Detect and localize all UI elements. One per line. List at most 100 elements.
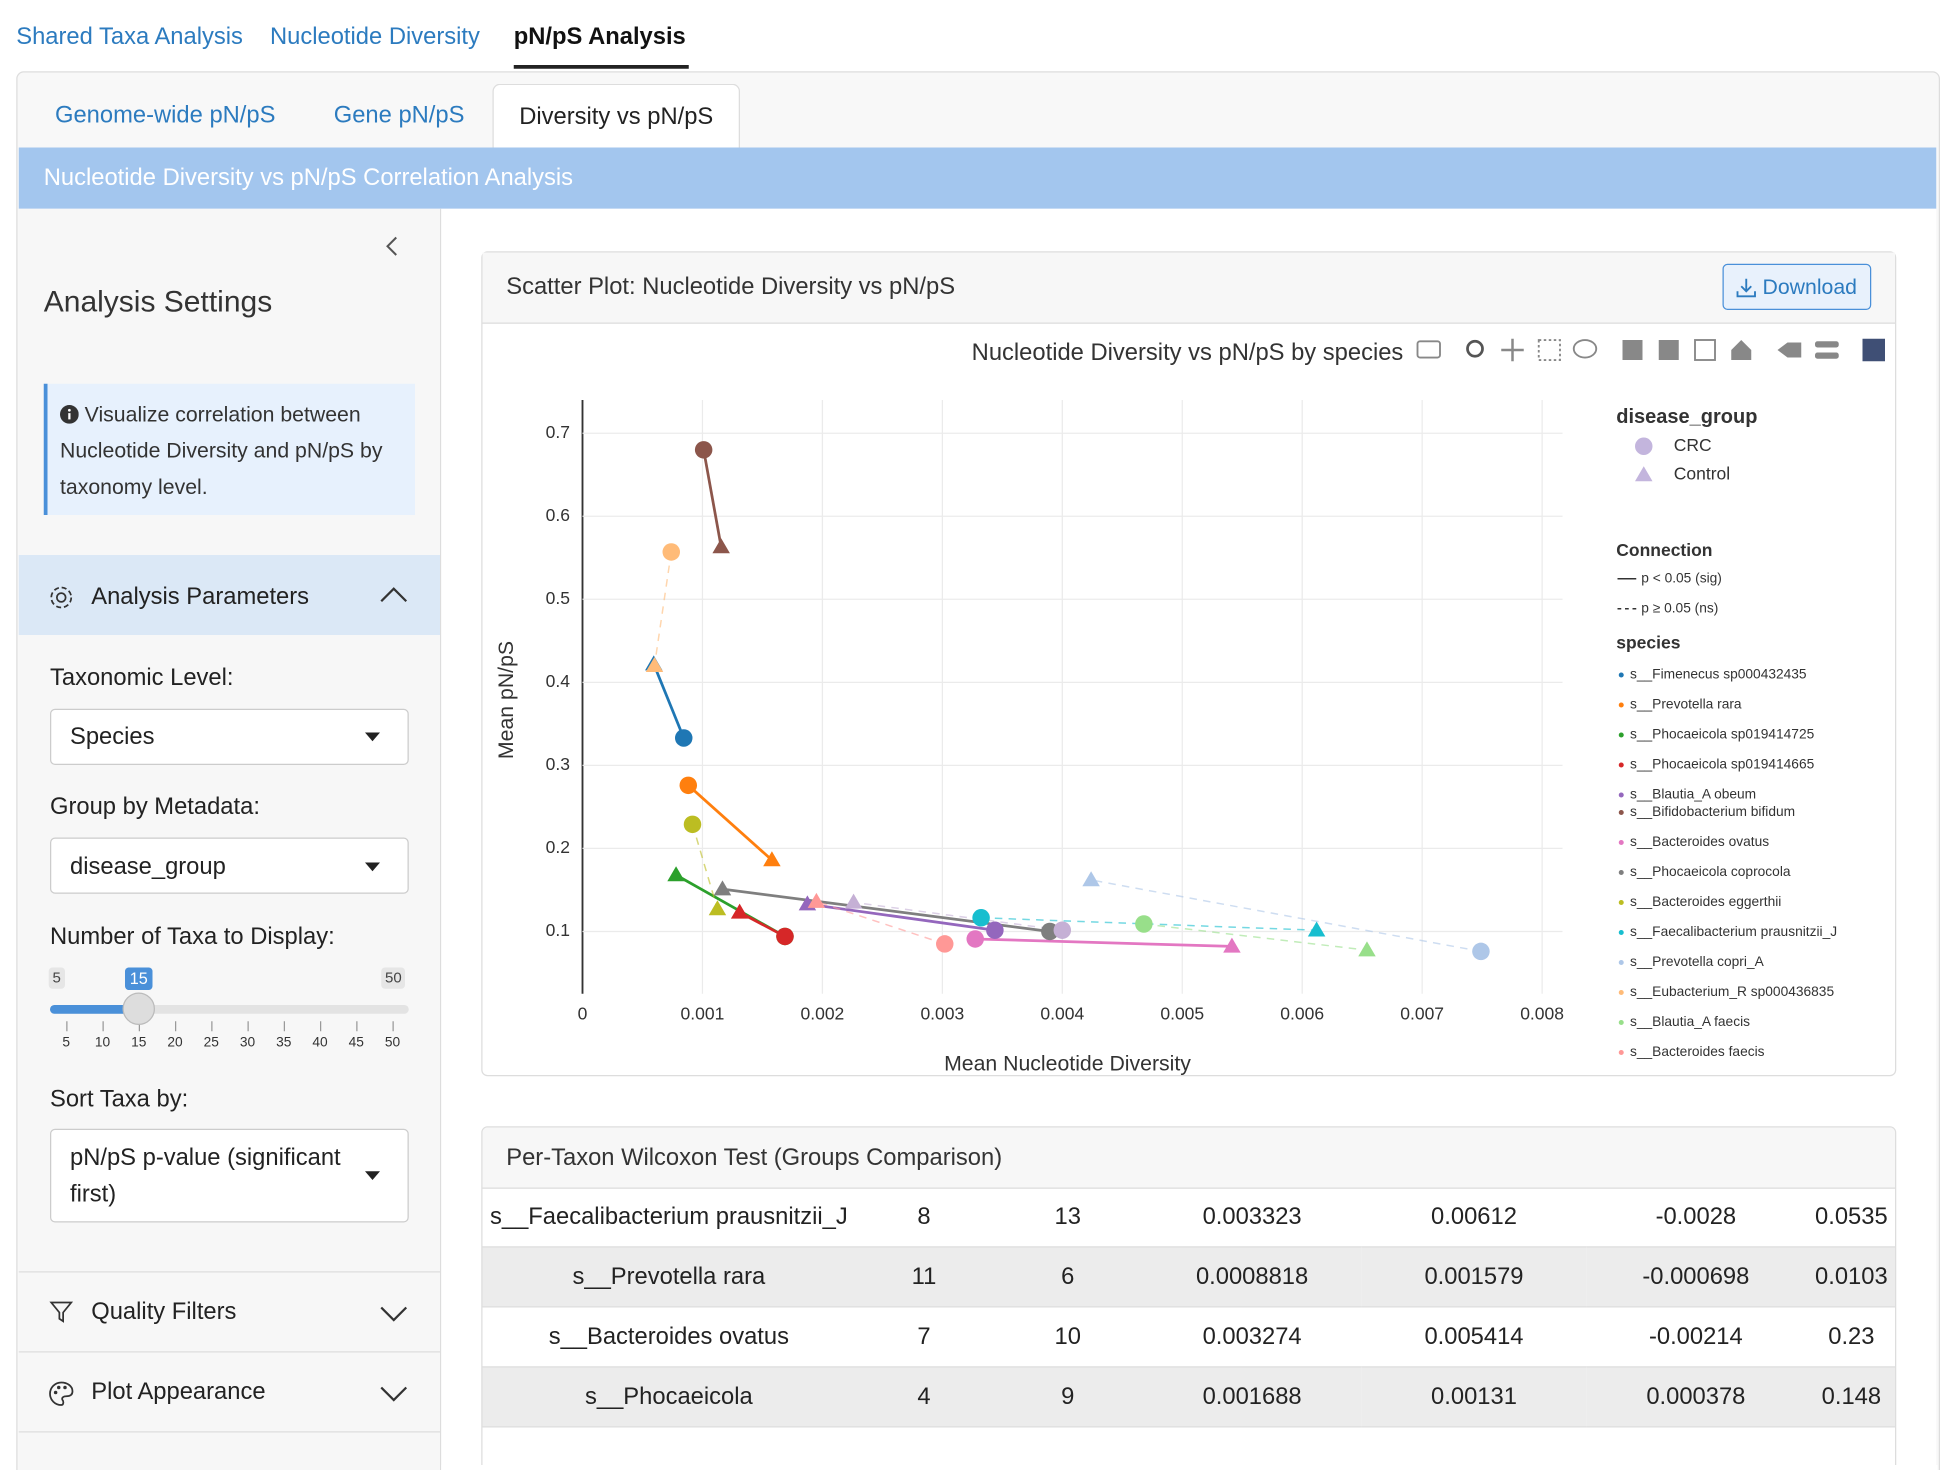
- legend-label: s__Bacteroides eggerthii: [1630, 894, 1781, 909]
- filter-icon: [49, 1301, 74, 1323]
- slider-tick-label: 20: [167, 1035, 183, 1050]
- legend-swatch: [1618, 990, 1624, 995]
- field-label: Group by Metadata:: [50, 793, 260, 820]
- zoom-icon[interactable]: [1466, 339, 1484, 358]
- legend-swatch: [1618, 900, 1624, 905]
- y-tick-label: 0.6: [546, 505, 570, 525]
- table-row: s__Faecalibacterium prausnitzii_J 8 13 0.00…: [482, 1188, 1895, 1247]
- legend-label: s__Bifidobacterium bifidum: [1630, 804, 1795, 819]
- select[interactable]: disease_group: [50, 837, 409, 894]
- slider-handle[interactable]: [122, 992, 155, 1025]
- legend-label: s__Bacteroides ovatus: [1630, 834, 1769, 849]
- value-cell: 11: [911, 1263, 937, 1290]
- field-label: Sort Taxa by:: [50, 1086, 189, 1113]
- value-cell: 0.003274: [1202, 1323, 1302, 1350]
- marker-control: [763, 851, 781, 867]
- gear-icon: [50, 586, 73, 609]
- slider-tick-label: 15: [131, 1035, 147, 1050]
- track: [50, 1005, 409, 1014]
- marker-control: [645, 656, 664, 672]
- subtab[interactable]: Gene pN/pS: [333, 102, 465, 129]
- tab-active[interactable]: pN/pS Analysis: [513, 23, 686, 50]
- zoom-in-icon[interactable]: [1622, 340, 1643, 360]
- sidebar-title: Analysis Settings: [43, 285, 273, 319]
- taxon-cell: s__Bacteroides ovatus: [548, 1323, 790, 1350]
- legend-title: disease_group: [1616, 406, 1757, 428]
- pan-icon[interactable]: [1501, 338, 1524, 362]
- legend-label: p < 0.05 (sig): [1641, 570, 1722, 585]
- marker-control: [1307, 921, 1326, 937]
- table-row: s__Prevotella rara 11 6 0.0008818 0.001579 -0…: [482, 1246, 1895, 1307]
- legend-label: s__Fimenecus sp000432435: [1630, 667, 1807, 682]
- hover-icon[interactable]: [1815, 352, 1839, 359]
- value-cell: 6: [1061, 1263, 1075, 1290]
- lasso-icon[interactable]: [1572, 339, 1598, 359]
- slider-value: 15: [125, 967, 153, 990]
- value-cell: 0.00612: [1431, 1203, 1517, 1230]
- section-header[interactable]: Plot Appearance: [18, 1351, 440, 1432]
- zoom-out-icon[interactable]: [1658, 340, 1679, 360]
- slider-tick: [138, 1021, 140, 1032]
- value-cell: 7: [917, 1323, 931, 1350]
- select[interactable]: pN/pS p-value (significant first): [50, 1128, 409, 1223]
- marker-crc: [662, 543, 681, 561]
- info-box: Visualize correlation between Nucleotide…: [43, 383, 415, 515]
- slider-tick: [175, 1021, 177, 1032]
- y-tick-label: 0.4: [546, 671, 571, 691]
- legend-label: s__Faecalibacterium prausnitzii_J: [1630, 924, 1837, 939]
- slider-tick-label: 40: [312, 1035, 328, 1050]
- legend-swatch: [1618, 792, 1624, 798]
- results-table: s__Faecalibacterium prausnitzii_J 8 13 0.00…: [482, 1188, 1895, 1428]
- subtab-active[interactable]: Diversity vs pN/pS: [492, 83, 740, 148]
- info-icon: [60, 405, 79, 424]
- legend-swatch: [1618, 1050, 1624, 1055]
- value-cell: -0.000698: [1642, 1263, 1750, 1290]
- plotly-logo[interactable]: [1862, 338, 1886, 362]
- chevron-up[interactable]: [379, 585, 409, 605]
- marker-control: [807, 892, 826, 908]
- y-axis-title: Mean pN/pS: [494, 641, 518, 759]
- viewport-edge: [441, 1465, 1938, 1470]
- plot-card: [481, 251, 1897, 1077]
- connection-line: [652, 663, 686, 739]
- value-cell: 0.0103: [1815, 1263, 1888, 1290]
- connection-line: [1143, 923, 1368, 951]
- x-tick-label: 0.003: [920, 1004, 964, 1024]
- marker-crc: [972, 909, 990, 927]
- caret: [365, 862, 380, 872]
- download-button[interactable]: Download: [1722, 263, 1872, 310]
- marker-crc: [936, 935, 954, 953]
- value-cell: -0.00214: [1648, 1323, 1743, 1350]
- legend-label: s__Phocaeicola sp019414725: [1630, 727, 1815, 742]
- select[interactable]: Species: [50, 708, 409, 765]
- parameters-header[interactable]: [18, 555, 440, 635]
- legend-label: Control: [1674, 464, 1730, 484]
- spike-icon[interactable]: [1777, 342, 1802, 358]
- autoscale-icon[interactable]: [1694, 339, 1716, 361]
- subtab[interactable]: Genome-wide pN/pS: [55, 102, 276, 129]
- slider-tick: [320, 1021, 322, 1032]
- collapse-sidebar[interactable]: [383, 234, 403, 259]
- hover-icon[interactable]: [1815, 341, 1839, 348]
- x-tick-label: 0: [578, 1004, 588, 1024]
- x-axis-title: Mean Nucleotide Diversity: [944, 1052, 1191, 1076]
- camera-icon[interactable]: [1416, 340, 1441, 359]
- x-tick-label: 0.005: [1160, 1004, 1204, 1024]
- legend-title: species: [1616, 632, 1680, 652]
- value-cell: 4: [917, 1383, 931, 1410]
- legend-label: CRC: [1674, 435, 1712, 455]
- select-value: pN/pS p-value (significant first): [70, 1145, 341, 1208]
- section-header[interactable]: Quality Filters: [18, 1271, 440, 1352]
- value-cell: 9: [1061, 1383, 1075, 1410]
- select-icon[interactable]: [1537, 339, 1561, 361]
- value-cell: 0.23: [1828, 1323, 1875, 1350]
- tab[interactable]: Shared Taxa Analysis: [16, 23, 243, 50]
- tab[interactable]: Nucleotide Diversity: [270, 23, 480, 50]
- legend-swatch: [1618, 840, 1624, 845]
- y-tick-label: 0.1: [546, 920, 570, 940]
- home-icon[interactable]: [1731, 340, 1752, 360]
- marker-crc: [986, 921, 1004, 939]
- value-cell: 0.005414: [1424, 1323, 1524, 1350]
- x-tick-label: 0.008: [1520, 1004, 1564, 1024]
